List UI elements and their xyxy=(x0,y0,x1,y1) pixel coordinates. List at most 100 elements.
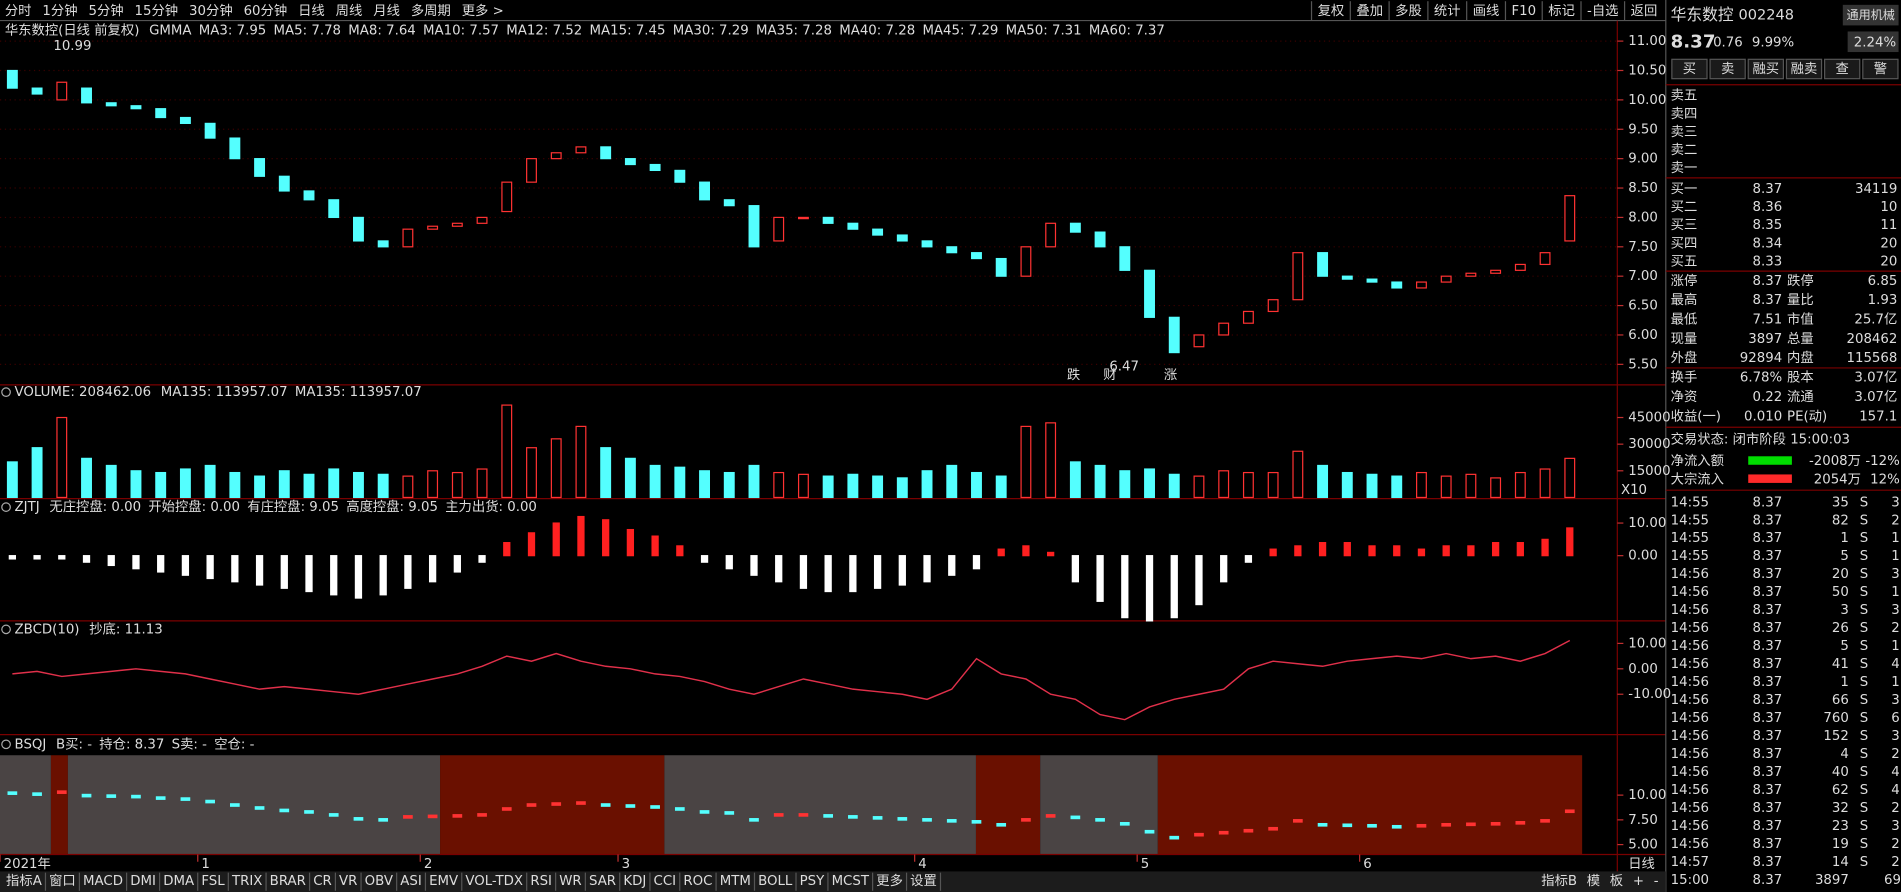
indicator-tab[interactable]: FSL xyxy=(201,874,225,889)
x-tick-label: 4 xyxy=(918,857,926,872)
tick-count: 2 xyxy=(1891,801,1899,816)
price-dash xyxy=(131,794,141,799)
annotation: 财 xyxy=(1103,367,1116,383)
tool-button[interactable]: 标记 xyxy=(1548,3,1575,19)
trade-button-label[interactable]: 卖 xyxy=(1721,61,1734,77)
indicator-tab[interactable]: BRAR xyxy=(270,874,306,889)
period-tab[interactable]: 月线 xyxy=(373,3,400,19)
period-tab[interactable]: 60分钟 xyxy=(244,2,288,19)
stat-label: 净资 xyxy=(1671,389,1698,405)
indicator-tab[interactable]: 模 xyxy=(1587,873,1600,889)
price-dash xyxy=(205,799,215,804)
bar xyxy=(31,447,43,499)
bar xyxy=(402,475,414,499)
indicator-tab[interactable]: MACD xyxy=(83,874,123,889)
tick-side: S xyxy=(1860,603,1868,618)
period-tab[interactable]: 1分钟 xyxy=(42,2,77,19)
trade-button[interactable] xyxy=(1824,58,1861,80)
tick-side: S xyxy=(1860,639,1868,654)
period-tab[interactable]: 多周期 xyxy=(411,2,451,19)
indicator-tab[interactable]: 更多 xyxy=(876,872,903,889)
trade-button[interactable] xyxy=(1671,58,1708,80)
tool-button[interactable]: -自选 xyxy=(1587,3,1618,19)
bar xyxy=(750,555,758,576)
bid-volume: 10 xyxy=(1880,200,1897,215)
trade-button[interactable] xyxy=(1709,58,1746,80)
stat-label: 收益(一) xyxy=(1671,408,1721,424)
indicator-tab[interactable]: CR xyxy=(313,874,332,889)
tick-volume: 62 xyxy=(1832,783,1849,798)
indicator-tab[interactable]: 板 xyxy=(1610,873,1623,889)
indicator-tab[interactable]: TRIX xyxy=(231,874,262,889)
bar xyxy=(81,457,92,499)
trade-button-label[interactable]: 买 xyxy=(1683,61,1696,77)
indicator-tab[interactable]: 窗口 xyxy=(49,872,76,889)
tool-button[interactable]: 画线 xyxy=(1473,3,1500,19)
tool-button[interactable]: 返回 xyxy=(1631,3,1658,19)
tick-count: 1 xyxy=(1891,675,1899,690)
price-dash xyxy=(724,811,735,815)
bar xyxy=(1242,471,1254,499)
period-tab[interactable]: 周线 xyxy=(336,3,363,19)
indicator-tab[interactable]: MCST xyxy=(832,874,870,889)
tool-button[interactable]: 多股 xyxy=(1395,2,1422,19)
indicator-tab[interactable]: VR xyxy=(339,874,357,889)
tool-button[interactable]: 复权 xyxy=(1318,2,1345,19)
indicator-tab[interactable]: DMI xyxy=(130,874,156,889)
tool-button[interactable]: 叠加 xyxy=(1356,3,1383,19)
bar xyxy=(478,555,486,563)
indicator-tab[interactable]: 设置 xyxy=(910,873,937,889)
tool-button[interactable]: F10 xyxy=(1512,4,1537,19)
indicator-tab[interactable]: ROC xyxy=(683,874,712,889)
bar xyxy=(280,555,288,589)
trade-button-label[interactable]: 融买 xyxy=(1752,61,1779,77)
trade-button[interactable] xyxy=(1862,58,1899,80)
stat-value: 7.51 xyxy=(1753,313,1783,328)
bar xyxy=(847,473,859,499)
indicator-tab[interactable]: KDJ xyxy=(623,874,646,889)
indicator-tab[interactable]: 指标B xyxy=(1541,873,1577,889)
indicator-tab[interactable]: MTM xyxy=(720,874,751,889)
indicator-tab[interactable]: - xyxy=(1654,874,1659,889)
indicator-tab[interactable]: RSI xyxy=(530,874,552,889)
bar xyxy=(1514,471,1526,499)
indicator-tab[interactable]: 指标A xyxy=(6,873,42,889)
period-tab[interactable]: 15分钟 xyxy=(135,2,179,19)
trade-button[interactable] xyxy=(1785,58,1823,80)
indicator-tab[interactable]: CCI xyxy=(654,874,677,889)
period-tab[interactable]: 5分钟 xyxy=(88,2,123,19)
indicator-tab[interactable]: VOL-TDX xyxy=(465,874,523,889)
trade-button[interactable] xyxy=(1747,58,1785,80)
price-dash xyxy=(1515,821,1526,825)
candle xyxy=(1416,281,1427,289)
period-tab[interactable]: 更多 > xyxy=(462,2,504,19)
tick-volume: 66 xyxy=(1832,693,1849,708)
price-dash xyxy=(7,791,18,795)
period-tab[interactable]: 30分钟 xyxy=(189,2,233,19)
indicator-tab[interactable]: BOLL xyxy=(758,874,793,889)
bid-price: 8.35 xyxy=(1753,218,1783,233)
period-tab[interactable]: 分时 xyxy=(5,3,32,19)
trade-button-label[interactable]: 警 xyxy=(1874,61,1887,77)
bid-label: 买三 xyxy=(1671,217,1698,233)
indicator-tab[interactable]: EMV xyxy=(429,874,458,889)
bar xyxy=(254,475,266,499)
indicator-tab[interactable]: PSY xyxy=(800,874,825,889)
indicator-tab[interactable]: + xyxy=(1633,874,1644,889)
indicator-tab[interactable]: WR xyxy=(559,874,581,889)
period-tab[interactable]: 日线 xyxy=(298,3,325,19)
y-tick-label: 8.00 xyxy=(1628,210,1658,225)
price-dash xyxy=(1441,822,1452,827)
legend-entry: 无庄控盘: 0.00 xyxy=(49,498,141,515)
bar xyxy=(923,555,931,583)
indicator-tab[interactable]: DMA xyxy=(163,874,194,889)
trade-button-label[interactable]: 查 xyxy=(1836,61,1849,77)
trade-button-label[interactable]: 融卖 xyxy=(1791,61,1818,77)
indicator-tab[interactable]: ASI xyxy=(400,874,422,889)
tool-button[interactable]: 统计 xyxy=(1434,3,1461,19)
tick-side: S xyxy=(1860,657,1868,672)
indicator-tab[interactable]: OBV xyxy=(365,874,393,889)
indicator-tab[interactable]: SAR xyxy=(589,874,616,889)
